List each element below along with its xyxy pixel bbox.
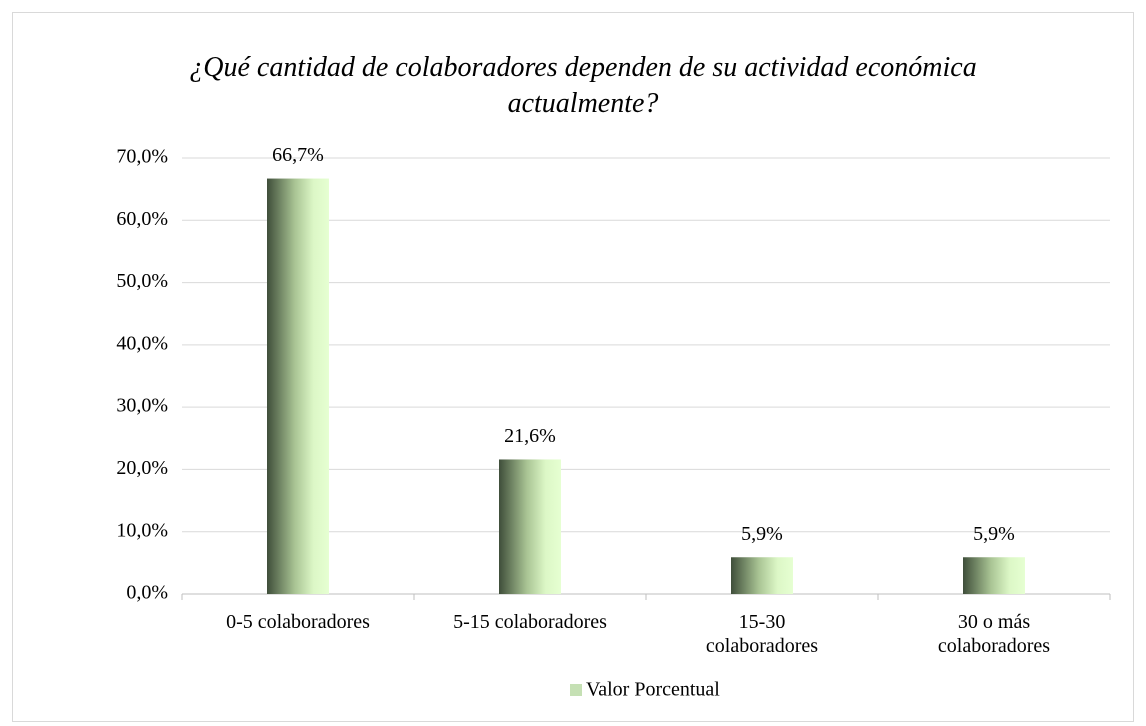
legend-label: Valor Porcentual	[586, 679, 720, 701]
y-tick-label: 40,0%	[116, 332, 168, 354]
data-label: 21,6%	[504, 425, 556, 447]
y-tick-label: 20,0%	[116, 457, 168, 479]
chart-title: ¿Qué cantidad de colaboradores dependen …	[189, 52, 977, 119]
x-tick-label: 5-15 colaboradores	[453, 611, 607, 633]
x-tick-label: 0-5 colaboradores	[226, 611, 370, 633]
y-tick-label: 50,0%	[116, 270, 168, 292]
x-tick-label: 30 o más colaboradores	[937, 611, 1051, 657]
bar	[731, 557, 793, 594]
x-tick-label: 15-30 colaboradores	[705, 611, 819, 657]
y-tick-label: 30,0%	[116, 395, 168, 417]
legend-swatch	[570, 684, 582, 696]
y-tick-label: 70,0%	[116, 146, 168, 168]
y-tick-label: 10,0%	[116, 519, 168, 541]
y-tick-label: 60,0%	[116, 208, 168, 230]
y-tick-label: 0,0%	[126, 582, 168, 604]
data-label: 5,9%	[741, 523, 783, 545]
bar	[267, 178, 329, 594]
bar	[963, 557, 1025, 594]
bar	[499, 459, 561, 594]
data-label: 5,9%	[973, 523, 1015, 545]
chart-border	[12, 12, 1134, 722]
data-label: 66,7%	[272, 144, 324, 166]
